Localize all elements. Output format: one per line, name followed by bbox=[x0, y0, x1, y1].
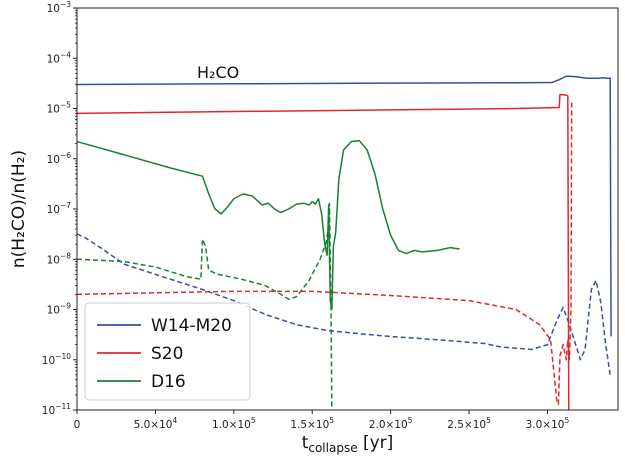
series-line-2 bbox=[76, 93, 570, 411]
x-tick-label: 5.0×104 bbox=[134, 416, 178, 431]
axes-layer: 10−11 10−10 10−9 10−8 10−7 10−6 10−5 10−4 10−3 0 5… bbox=[42, 0, 570, 431]
y-tick-label: 10−7 bbox=[47, 201, 72, 216]
x-tick-label: 1.0×105 bbox=[212, 416, 256, 431]
x-tick-label: 0 bbox=[74, 419, 81, 431]
y-tick-label: 10−3 bbox=[47, 0, 72, 15]
x-tick-label: 1.5×105 bbox=[290, 416, 334, 431]
y-tick-label: 10−9 bbox=[47, 302, 72, 317]
legend-box bbox=[84, 302, 251, 401]
y-axis-title: n(H₂CO)/n(H₂) bbox=[9, 150, 29, 268]
legend-label: D16 bbox=[151, 372, 186, 392]
legend-label: S20 bbox=[151, 344, 183, 364]
legend-label: W14-M20 bbox=[151, 316, 232, 336]
series-line-5 bbox=[76, 99, 573, 406]
series-line-3 bbox=[76, 139, 460, 311]
y-tick-label: 10−6 bbox=[47, 151, 72, 166]
x-axis-title: tcollapse [yr] bbox=[302, 433, 394, 455]
species-annotation: H₂CO bbox=[197, 63, 239, 82]
x-tick-label: 3.0×105 bbox=[526, 416, 570, 431]
y-tick-label: 10−5 bbox=[47, 101, 72, 116]
y-tick-label: 10−8 bbox=[47, 251, 72, 266]
series-line-1 bbox=[76, 75, 612, 337]
series-line-4 bbox=[76, 233, 611, 375]
x-tick-label: 2.0×105 bbox=[369, 416, 413, 431]
x-tick-label: 2.5×105 bbox=[447, 416, 491, 431]
y-tick-label: 10−4 bbox=[47, 50, 72, 65]
legend: W14-M20 S20 D16 bbox=[84, 302, 251, 401]
y-tick-label: 10−10 bbox=[42, 352, 71, 367]
series-line-6 bbox=[76, 202, 333, 411]
series-layer bbox=[76, 75, 612, 411]
y-tick-label: 10−11 bbox=[42, 402, 71, 417]
